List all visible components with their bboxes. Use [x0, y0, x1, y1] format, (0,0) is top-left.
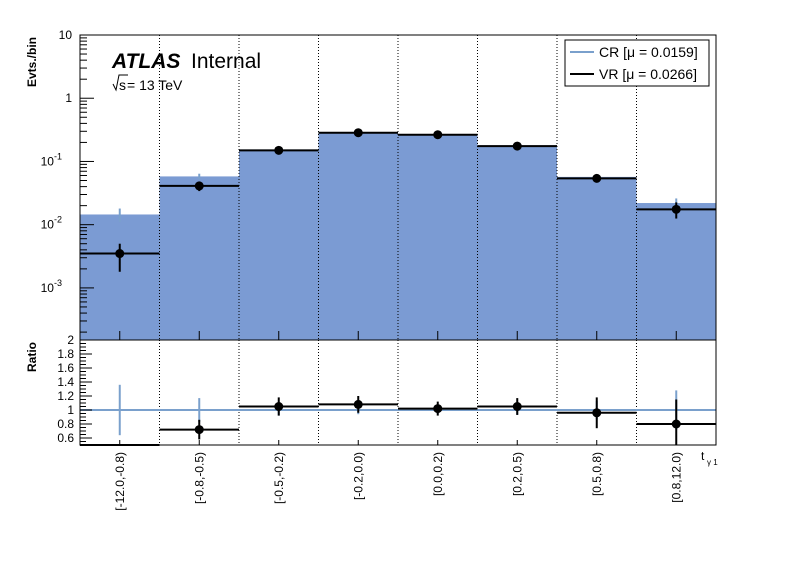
- atlas-status: Internal: [191, 50, 261, 73]
- vr-point: [433, 130, 443, 140]
- vr-point: [274, 145, 284, 155]
- cr-bar: [477, 145, 557, 340]
- ratio-x-ticks: [119, 440, 677, 445]
- ratio-point: [671, 419, 681, 429]
- top-y-tick-label: 10-1: [41, 151, 62, 168]
- ratio-y-tick-label: 1: [67, 403, 74, 417]
- top-y-axis-title: Evts./bin: [25, 37, 39, 87]
- legend: CR [μ = 0.0159] VR [μ = 0.0266]: [564, 39, 710, 87]
- ratio-y-tick-label: 1.8: [57, 347, 74, 361]
- cr-bar: [239, 149, 319, 340]
- x-category-label: [0.8,12.0): [669, 452, 683, 503]
- vr-point: [592, 173, 602, 183]
- x-category-label: [0.0,0.2): [431, 452, 445, 496]
- ratio-point: [592, 408, 602, 418]
- top-panel: 10-3 10-2 10-1 1 10 Evts./bin ATLAS Internal…: [25, 28, 717, 341]
- ratio-point: [274, 402, 284, 411]
- x-category-label: [-0.5,-0.2): [272, 452, 286, 504]
- ratio-y-tick-label: 2: [67, 333, 74, 347]
- ratio-vr-series: [80, 396, 716, 446]
- x-category-label: [-12.0,-0.8): [113, 452, 127, 511]
- ratio-y-tick-label: 0.6: [57, 431, 74, 445]
- x-axis-title-subscript: γ 1: [707, 458, 718, 467]
- ratio-y-axis-title: Ratio: [25, 342, 39, 372]
- cr-bar: [80, 214, 160, 340]
- cr-bar: [398, 135, 478, 340]
- ratio-y-tick-label: 0.8: [57, 417, 74, 431]
- top-y-tick-label: 10-2: [41, 215, 62, 232]
- sqrt-icon: [112, 74, 128, 92]
- ratio-y-tick-label: 1.2: [57, 389, 74, 403]
- top-x-ticks: [119, 331, 677, 340]
- top-y-tick-label: 1: [65, 91, 72, 105]
- energy-s: s: [119, 77, 126, 93]
- vr-series: [80, 128, 716, 272]
- top-y-tick-label: 10: [59, 28, 73, 42]
- x-axis-title: t: [701, 449, 705, 463]
- energy-value: = 13 TeV: [127, 77, 183, 93]
- legend-cr-label: CR [μ = 0.0159]: [599, 44, 698, 60]
- cr-bar: [159, 176, 239, 340]
- cr-bar: [318, 132, 398, 340]
- atlas-label: ATLAS: [111, 50, 180, 73]
- legend-box: [564, 39, 710, 87]
- ratio-y-tick-label: 1.4: [57, 375, 74, 389]
- x-category-label: [0.5,0.8): [590, 452, 604, 496]
- cr-bar: [557, 176, 637, 340]
- ratio-point: [512, 402, 522, 411]
- ratio-y-tick-label: 1.6: [57, 361, 74, 375]
- ratio-panel: 0.60.811.21.41.61.82 Ratio [-12.0,-0.8)[…: [25, 333, 718, 511]
- vr-point: [671, 204, 681, 214]
- cr-bar: [636, 203, 716, 340]
- cr-histogram: [80, 132, 716, 340]
- vr-point: [115, 249, 125, 259]
- ratio-point: [194, 425, 204, 435]
- top-y-tick-label: 10-3: [41, 278, 62, 295]
- ratio-point: [433, 404, 443, 414]
- x-category-label: [0.2,0.5): [510, 452, 524, 496]
- ratio-y-ticks: 0.60.811.21.41.61.82: [57, 333, 92, 445]
- top-y-ticks: 10-3 10-2 10-1 1 10: [41, 28, 94, 333]
- ratio-grid-lines: [159, 340, 637, 445]
- x-category-label: [-0.2,0.0): [351, 452, 365, 500]
- legend-vr-label: VR [μ = 0.0266]: [599, 66, 697, 82]
- vr-point: [512, 141, 522, 151]
- vr-point: [353, 128, 363, 138]
- ratio-point: [353, 399, 363, 409]
- x-category-label: [-0.8,-0.5): [192, 452, 206, 504]
- vr-point: [194, 181, 204, 191]
- x-category-labels: [-12.0,-0.8) [-0.8,-0.5) [-0.5,-0.2) [-0.2,…: [113, 452, 684, 511]
- energy-label: s = 13 TeV: [112, 74, 183, 93]
